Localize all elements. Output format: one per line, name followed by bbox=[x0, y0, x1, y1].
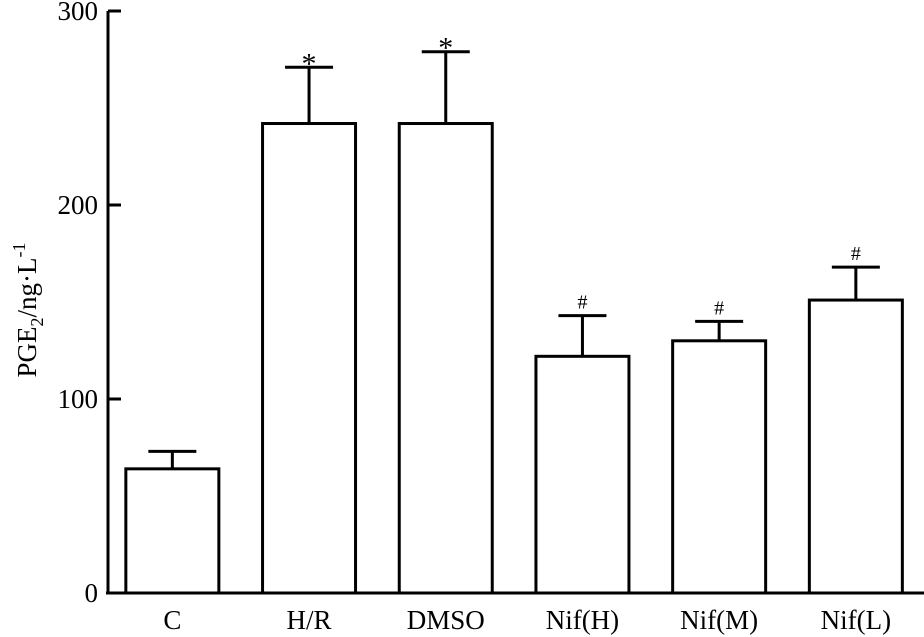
labels: C * H/R * DMSO # Nif(H) # Nif(M) # Nif(L) bbox=[163, 32, 891, 635]
bar bbox=[671, 339, 768, 595]
x-category-label: C bbox=[163, 605, 181, 635]
x-category-label: Nif(M) bbox=[680, 605, 758, 635]
significance-star: * bbox=[302, 47, 317, 80]
x-category-label: DMSO bbox=[407, 605, 485, 635]
y-axis-title-superscript: -1 bbox=[9, 242, 29, 257]
y-tick-label: 300 bbox=[58, 0, 99, 26]
bar bbox=[534, 354, 631, 595]
x-category-label: Nif(H) bbox=[546, 605, 619, 635]
y-axis-title: PGE2/ng·L-1 bbox=[9, 242, 47, 377]
bar bbox=[807, 298, 904, 595]
x-category-label: H/R bbox=[287, 605, 332, 635]
bar bbox=[397, 122, 494, 595]
bars bbox=[124, 50, 904, 595]
significance-star: * bbox=[438, 32, 453, 65]
y-tick-label: 0 bbox=[85, 578, 99, 608]
axes: 0 100 200 300 bbox=[58, 0, 924, 608]
y-tick-label: 200 bbox=[58, 190, 99, 220]
y-axis-title-base: PGE bbox=[12, 326, 42, 377]
bar bbox=[124, 467, 221, 595]
significance-hash: # bbox=[577, 292, 587, 314]
y-axis-title-subscript: 2 bbox=[27, 317, 47, 326]
y-axis-title-unit: /ng·L bbox=[12, 257, 42, 317]
x-category-label: Nif(L) bbox=[821, 605, 891, 635]
bar bbox=[261, 122, 358, 595]
svg-text:PGE2/ng·L-1: PGE2/ng·L-1 bbox=[9, 242, 47, 377]
y-tick-label: 100 bbox=[58, 384, 99, 414]
significance-hash: # bbox=[714, 297, 724, 319]
significance-hash: # bbox=[851, 243, 861, 265]
